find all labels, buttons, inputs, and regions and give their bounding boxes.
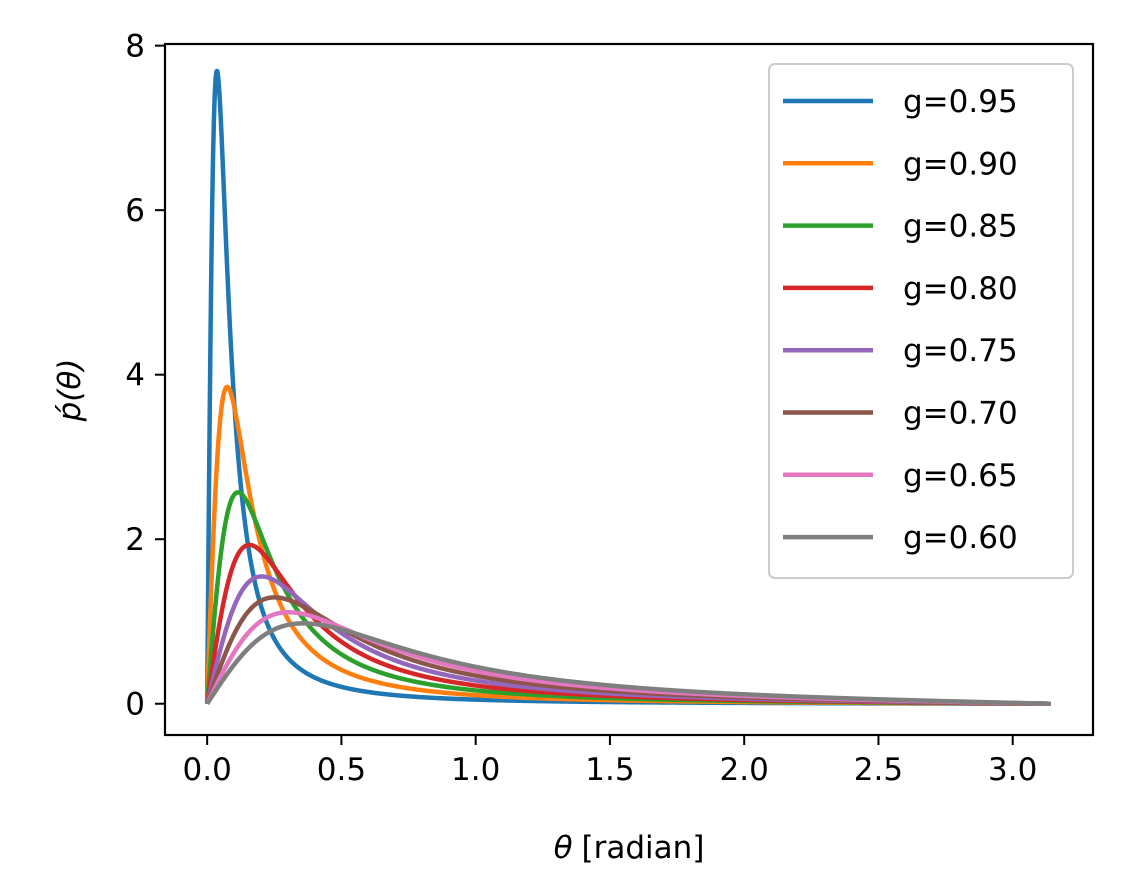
x-axis-label-unit: [radian] — [582, 830, 705, 866]
legend-label: g=0.60 — [903, 520, 1018, 556]
x-axis-label: θ [radian] — [554, 830, 705, 866]
y-axis: 0 2 4 6 8 — [125, 29, 165, 723]
x-tick-label: 0.0 — [183, 752, 232, 788]
y-tick-label: 2 — [125, 522, 145, 558]
legend-label: g=0.80 — [903, 271, 1018, 307]
x-axis-label-symbol: θ — [554, 830, 573, 866]
legend: g=0.95 g=0.90 g=0.85 g=0.80 g=0.75 g=0.70 g=0.… — [768, 63, 1074, 579]
y-tick-label: 6 — [125, 193, 145, 229]
legend-label: g=0.95 — [903, 84, 1018, 120]
legend-box — [768, 63, 1074, 579]
legend-label: g=0.75 — [903, 333, 1018, 369]
legend-label: g=0.70 — [903, 396, 1018, 432]
x-tick-label: 1.5 — [585, 752, 634, 788]
y-tick-label: 4 — [125, 358, 145, 394]
x-tick-label: 0.5 — [317, 752, 366, 788]
x-axis: 0.0 0.5 1.0 1.5 2.0 2.5 3.0 — [183, 735, 1037, 788]
x-tick-label: 2.0 — [720, 752, 769, 788]
y-tick-label: 0 — [125, 687, 145, 723]
plot-frame — [163, 42, 1095, 737]
x-tick-label: 1.0 — [451, 752, 500, 788]
y-axis-label: ṕ(θ) — [52, 359, 88, 423]
x-tick-label: 2.5 — [854, 752, 903, 788]
legend-label: g=0.85 — [903, 209, 1018, 245]
x-tick-label: 3.0 — [988, 752, 1037, 788]
legend-label: g=0.65 — [903, 458, 1018, 494]
series-line-g=0.60 — [205, 621, 1053, 706]
y-tick-label: 8 — [125, 29, 145, 65]
legend-items: g=0.95 g=0.90 g=0.85 g=0.80 g=0.75 g=0.70 g=0.… — [783, 84, 1018, 556]
series-layer — [204, 68, 1053, 706]
legend-label: g=0.90 — [903, 146, 1018, 182]
